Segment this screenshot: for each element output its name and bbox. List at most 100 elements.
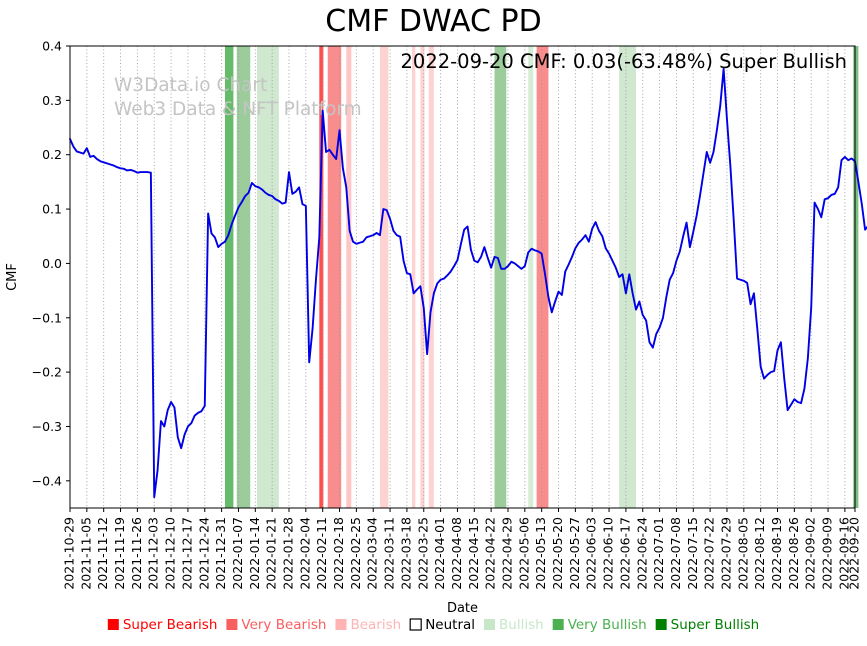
- page-title: CMF DWAC PD: [325, 4, 542, 39]
- x-tick-label: 2022-06-03: [584, 517, 599, 590]
- x-tick-label: 2022-02-04: [297, 517, 312, 590]
- legend-label: Bearish: [350, 617, 401, 633]
- x-tick-label: 2021-11-19: [112, 517, 127, 590]
- y-tick-label: 0.2: [42, 147, 62, 162]
- watermark-line-1: W3Data.io Chart: [114, 75, 267, 96]
- legend-label: Bullish: [499, 617, 544, 633]
- legend-label: Very Bullish: [568, 617, 647, 633]
- x-tick-label: 2022-05-27: [567, 517, 582, 590]
- x-tick-label: 2022-02-18: [331, 517, 346, 590]
- signal-band: [256, 46, 279, 508]
- watermark-line-2: Web3 Data & NFT Platform: [114, 99, 362, 120]
- signal-band: [536, 46, 549, 508]
- legend-label: Super Bearish: [123, 617, 218, 633]
- x-tick-label: 2022-04-15: [466, 517, 481, 590]
- signal-band: [379, 46, 389, 508]
- x-tick-label: 2022-05-13: [533, 517, 548, 590]
- signal-band: [428, 46, 434, 508]
- watermark: W3Data.io Chart Web3 Data & NFT Platform: [114, 75, 362, 120]
- x-tick-label: 2022-08-19: [769, 517, 784, 590]
- plot-border: [69, 45, 856, 509]
- x-tick-label: 2022-08-12: [752, 517, 767, 590]
- signal-bands: [224, 46, 859, 508]
- x-tick-label: 2022-07-29: [718, 517, 733, 590]
- x-tick-label: 2022-08-05: [735, 517, 750, 590]
- x-tick-label: 2022-06-24: [634, 517, 649, 590]
- plot-background: [70, 46, 855, 508]
- legend-swatch: [552, 619, 564, 630]
- y-tick-label: 0.1: [42, 202, 62, 217]
- x-tick-label: 2022-09-20: [847, 517, 862, 590]
- y-axis: −0.4 −0.3 −0.2 −0.1 0.0 0.1 0.2 0.3 0.4: [32, 39, 70, 488]
- x-tick-label: 2021-10-29: [62, 517, 77, 590]
- legend-swatch: [409, 618, 422, 631]
- x-tick-label: 2022-01-07: [230, 517, 245, 590]
- signal-band: [853, 46, 859, 508]
- legend: Super Bearish Very Bearish Bearish Neutral B…: [107, 617, 760, 633]
- x-tick-label: 2021-12-31: [213, 517, 228, 590]
- x-tick-label: 2022-01-21: [264, 517, 279, 590]
- x-tick-label: 2022-03-04: [365, 517, 380, 590]
- x-tick-label: 2021-12-10: [163, 517, 178, 590]
- x-tick-label: 2022-07-01: [651, 517, 666, 590]
- x-tick-label: 2022-09-02: [803, 517, 818, 590]
- x-tick-label: 2022-03-18: [398, 517, 413, 590]
- y-tick-label: −0.4: [32, 473, 62, 488]
- x-tick-label: 2021-11-05: [78, 517, 93, 590]
- legend-label: Super Bullish: [671, 617, 760, 633]
- x-tick-label: 2021-12-03: [146, 517, 161, 590]
- x-axis: 2021-10-29 2021-11-05 2021-11-12 2021-11-19…: [62, 508, 862, 590]
- legend-swatch: [655, 619, 667, 630]
- x-tick-label: 2022-03-25: [415, 517, 430, 590]
- y-tick-label: −0.1: [32, 310, 62, 325]
- legend-swatch: [335, 619, 347, 630]
- current-value-annotation: 2022-09-20 CMF: 0.03(-63.48%) Super Bull…: [401, 50, 848, 73]
- x-tick-label: 2022-07-08: [668, 517, 683, 590]
- x-tick-label: 2022-06-10: [601, 517, 616, 590]
- x-tick-label: 2021-12-24: [196, 517, 211, 590]
- x-tick-label: 2022-04-08: [449, 517, 464, 590]
- legend-label: Neutral: [425, 617, 475, 633]
- x-tick-label: 2022-03-11: [382, 517, 397, 590]
- signal-band: [411, 46, 416, 508]
- y-tick-label: 0.3: [42, 93, 62, 108]
- x-tick-label: 2022-05-06: [516, 517, 531, 590]
- x-tick-label: 2022-04-01: [432, 517, 447, 590]
- signal-band: [494, 46, 507, 508]
- x-tick-label: 2022-01-28: [280, 517, 295, 590]
- cmf-series-line: [69, 67, 867, 499]
- legend-swatch: [107, 619, 119, 630]
- signal-band: [236, 46, 251, 508]
- x-tick-label: 2022-09-09: [820, 517, 835, 590]
- x-tick-label: 2022-04-22: [483, 517, 498, 590]
- x-tick-label: 2022-05-20: [550, 517, 565, 590]
- y-tick-label: −0.3: [32, 419, 62, 434]
- y-axis-title: CMF: [5, 263, 20, 291]
- x-tick-label: 2022-07-22: [702, 517, 717, 590]
- signal-band: [528, 46, 534, 508]
- x-tick-label: 2022-07-15: [685, 517, 700, 590]
- legend-swatch: [226, 619, 238, 630]
- x-tick-label: 2021-12-17: [179, 517, 194, 590]
- x-tick-label: 2022-02-11: [314, 517, 329, 590]
- legend-swatch: [484, 619, 496, 630]
- legend-label: Very Bearish: [241, 617, 326, 633]
- y-tick-label: 0.4: [42, 39, 62, 54]
- x-tick-label: 2022-08-26: [786, 517, 801, 590]
- x-axis-title: Date: [447, 601, 478, 616]
- x-tick-label: 2021-11-12: [95, 517, 110, 590]
- signal-band: [319, 46, 324, 508]
- x-tick-label: 2021-11-26: [129, 517, 144, 590]
- signal-band: [619, 46, 637, 508]
- x-tick-label: 2022-02-25: [348, 517, 363, 590]
- x-tick-label: 2022-09-16: [836, 517, 851, 590]
- x-tick-label: 2022-06-17: [617, 517, 632, 590]
- x-tick-label: 2022-04-29: [499, 517, 514, 590]
- signal-band: [420, 46, 425, 508]
- signal-band: [346, 46, 352, 508]
- signal-band: [327, 46, 342, 508]
- signal-band: [224, 46, 234, 508]
- y-tick-label: 0.0: [42, 256, 62, 271]
